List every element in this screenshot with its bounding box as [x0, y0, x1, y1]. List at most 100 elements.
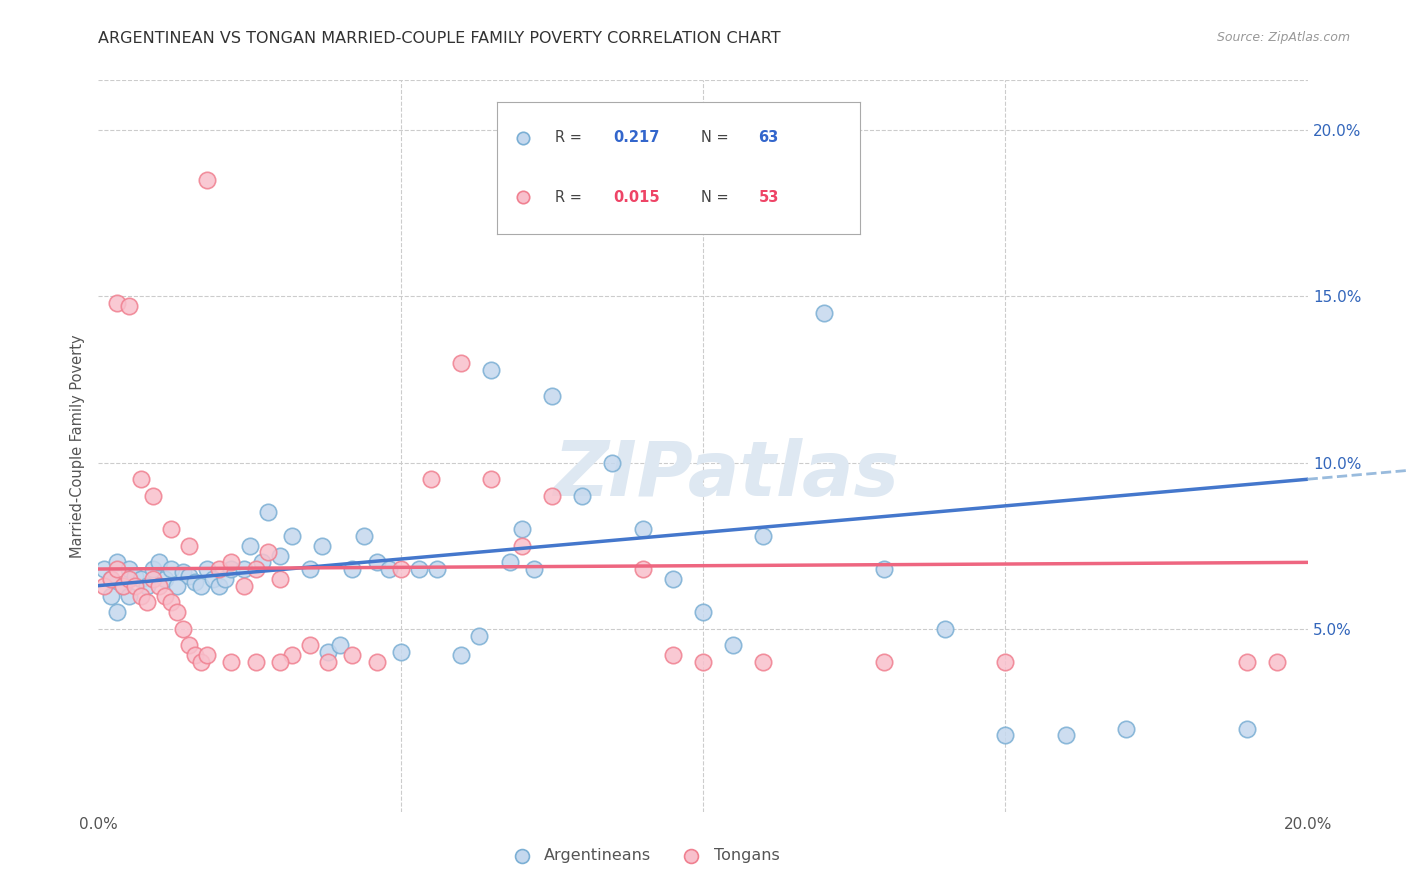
- Argentineans: [873, 562, 896, 576]
- Tongans: [129, 589, 152, 603]
- Tongans: [166, 605, 188, 619]
- Tongans: [662, 648, 685, 663]
- Argentineans: [93, 562, 115, 576]
- Argentineans: [723, 639, 745, 653]
- Argentineans: [239, 539, 262, 553]
- Argentineans: [100, 589, 122, 603]
- Argentineans: [250, 555, 273, 569]
- Argentineans: [426, 562, 449, 576]
- Argentineans: [389, 645, 412, 659]
- Y-axis label: Married-Couple Family Poverty: Married-Couple Family Poverty: [70, 334, 86, 558]
- Text: ARGENTINEAN VS TONGAN MARRIED-COUPLE FAMILY POVERTY CORRELATION CHART: ARGENTINEAN VS TONGAN MARRIED-COUPLE FAM…: [98, 31, 782, 46]
- Tongans: [129, 472, 152, 486]
- Argentineans: [105, 555, 128, 569]
- Tongans: [100, 572, 122, 586]
- Tongans: [342, 648, 364, 663]
- Tongans: [142, 572, 165, 586]
- Argentineans: [299, 562, 322, 576]
- Tongans: [450, 356, 472, 370]
- Tongans: [118, 299, 141, 313]
- Argentineans: [208, 579, 231, 593]
- Tongans: [105, 296, 128, 310]
- Argentineans: [994, 728, 1017, 742]
- Argentineans: [124, 568, 146, 582]
- Argentineans: [179, 568, 201, 582]
- Argentineans: [111, 579, 134, 593]
- Argentineans: [692, 605, 714, 619]
- Argentineans: [631, 522, 654, 536]
- Argentineans: [481, 362, 503, 376]
- Tongans: [1236, 655, 1258, 669]
- Tongans: [124, 579, 146, 593]
- Argentineans: [571, 489, 593, 503]
- Tongans: [221, 555, 243, 569]
- Argentineans: [1054, 728, 1077, 742]
- Argentineans: [353, 529, 375, 543]
- Argentineans: [256, 506, 278, 520]
- Tongans: [184, 648, 207, 663]
- Argentineans: [172, 566, 194, 580]
- Tongans: [245, 562, 267, 576]
- Argentineans: [166, 579, 188, 593]
- Argentineans: [450, 648, 472, 663]
- Argentineans: [366, 555, 388, 569]
- Tongans: [142, 489, 165, 503]
- Tongans: [160, 522, 183, 536]
- Tongans: [195, 173, 218, 187]
- Argentineans: [408, 562, 430, 576]
- Argentineans: [269, 549, 291, 563]
- Argentineans: [153, 572, 176, 586]
- Tongans: [281, 648, 304, 663]
- Tongans: [105, 562, 128, 576]
- Tongans: [540, 489, 562, 503]
- Argentineans: [752, 529, 775, 543]
- Argentineans: [377, 562, 399, 576]
- Tongans: [269, 572, 291, 586]
- Argentineans: [316, 645, 339, 659]
- Argentineans: [934, 622, 956, 636]
- Argentineans: [540, 389, 562, 403]
- Tongans: [160, 595, 183, 609]
- Argentineans: [813, 306, 835, 320]
- Argentineans: [190, 579, 212, 593]
- Argentineans: [662, 572, 685, 586]
- Argentineans: [135, 579, 157, 593]
- Tongans: [118, 572, 141, 586]
- Text: ZIPatlas: ZIPatlas: [554, 438, 900, 512]
- Argentineans: [184, 575, 207, 590]
- Argentineans: [129, 572, 152, 586]
- Tongans: [994, 655, 1017, 669]
- Tongans: [420, 472, 443, 486]
- Argentineans: [311, 539, 333, 553]
- Argentineans: [523, 562, 546, 576]
- Argentineans: [118, 562, 141, 576]
- Tongans: [221, 655, 243, 669]
- Tongans: [631, 562, 654, 576]
- Argentineans: [214, 572, 236, 586]
- Argentineans: [510, 522, 533, 536]
- Tongans: [208, 562, 231, 576]
- Tongans: [172, 622, 194, 636]
- Tongans: [481, 472, 503, 486]
- Tongans: [510, 539, 533, 553]
- Tongans: [299, 639, 322, 653]
- Argentineans: [148, 555, 170, 569]
- Argentineans: [232, 562, 254, 576]
- Tongans: [256, 545, 278, 559]
- Tongans: [245, 655, 267, 669]
- Tongans: [752, 655, 775, 669]
- Argentineans: [1236, 722, 1258, 736]
- Argentineans: [329, 639, 352, 653]
- Tongans: [692, 655, 714, 669]
- Tongans: [1267, 655, 1289, 669]
- Text: Source: ZipAtlas.com: Source: ZipAtlas.com: [1216, 31, 1350, 45]
- Argentineans: [142, 562, 165, 576]
- Argentineans: [195, 562, 218, 576]
- Argentineans: [342, 562, 364, 576]
- Tongans: [179, 539, 201, 553]
- Tongans: [190, 655, 212, 669]
- Tongans: [873, 655, 896, 669]
- Tongans: [366, 655, 388, 669]
- Tongans: [148, 579, 170, 593]
- Tongans: [389, 562, 412, 576]
